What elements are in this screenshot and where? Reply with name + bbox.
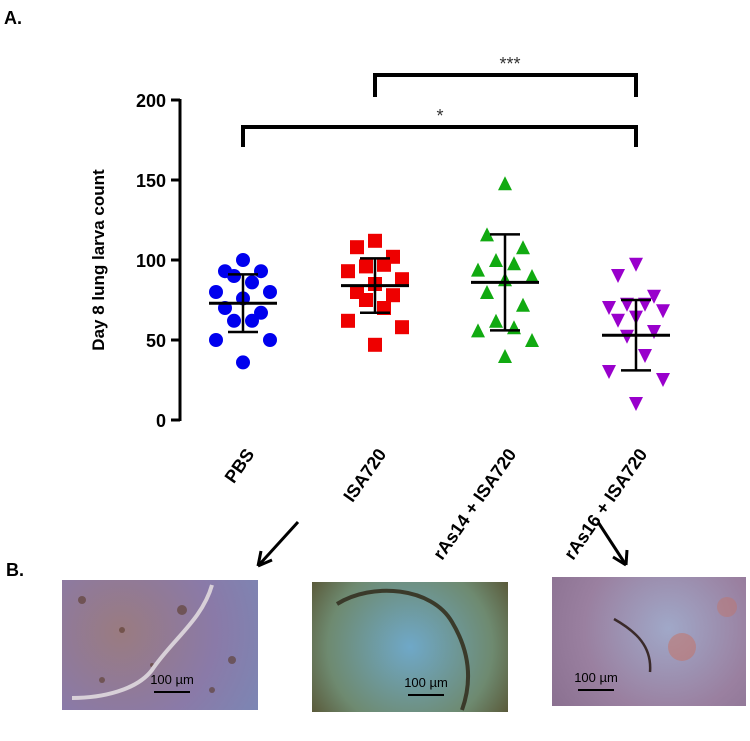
y-tick-label: 200: [136, 91, 166, 111]
arrowhead: [612, 549, 629, 567]
scale-bar-label: 100 µm: [150, 672, 194, 687]
data-point: [647, 289, 661, 304]
data-point: [236, 355, 250, 370]
data-point: [377, 257, 391, 272]
data-point: [656, 373, 670, 387]
data-point: [656, 304, 670, 319]
x-tick-label: ISA720: [339, 445, 390, 506]
data-point: [602, 365, 616, 379]
micrograph: 100 µm: [552, 577, 746, 706]
data-point: [638, 349, 652, 363]
panel-label: A.: [4, 8, 22, 28]
x-tick-label: PBS: [221, 445, 259, 487]
data-point: [611, 269, 625, 283]
data-point: [209, 333, 223, 347]
significance-bracket: [241, 125, 638, 147]
data-point: [638, 297, 652, 312]
panel-label: B.: [6, 560, 24, 580]
data-point: [507, 320, 521, 335]
data-point: [236, 253, 250, 267]
data-point: [611, 313, 625, 328]
data-point: [227, 313, 241, 328]
significance-label: *: [436, 106, 443, 126]
scale-bar-label: 100 µm: [404, 675, 448, 690]
data-point: [647, 325, 661, 339]
data-point: [359, 293, 373, 307]
data-point: [489, 253, 503, 267]
arrow: [596, 521, 628, 566]
data-point: [629, 397, 643, 411]
data-point: [254, 264, 268, 279]
micrograph-drawing: 100 µm: [574, 597, 737, 691]
data-point: [516, 297, 530, 312]
arrowhead: [256, 550, 273, 568]
data-point: [341, 264, 355, 279]
data-point: [498, 349, 512, 363]
data-point: [525, 269, 539, 283]
data-point: [395, 320, 409, 335]
data-point: [377, 301, 391, 315]
data-point: [620, 297, 634, 312]
micrograph: 100 µm: [62, 580, 258, 710]
micrograph-drawing: 100 µm: [71, 584, 236, 700]
y-tick-label: 50: [146, 331, 166, 351]
significance-bracket: [373, 73, 638, 97]
data-point: [507, 256, 521, 271]
data-point: [368, 337, 382, 352]
data-point: [341, 313, 355, 328]
y-axis-label: Day 8 lung larva count: [89, 169, 108, 351]
data-point: [516, 240, 530, 255]
data-point: [368, 233, 382, 248]
data-point: [350, 240, 364, 255]
data-point: [386, 288, 400, 303]
data-point: [620, 329, 634, 344]
x-tick-label: rAs14 + ISA720: [429, 445, 520, 563]
micrograph: 100 µm: [312, 582, 508, 712]
data-point: [263, 285, 277, 299]
data-point: [480, 227, 494, 242]
data-point: [498, 176, 512, 191]
data-point: [629, 257, 643, 272]
data-point: [245, 275, 259, 290]
y-tick-label: 100: [136, 251, 166, 271]
data-point: [395, 272, 409, 287]
data-point: [525, 333, 539, 347]
x-tick-label: rAs16 + ISA720: [560, 445, 651, 563]
significance-label: ***: [499, 54, 520, 74]
data-point: [254, 305, 268, 320]
scale-bar-label: 100 µm: [574, 670, 618, 685]
data-point: [602, 301, 616, 315]
data-point: [471, 262, 485, 277]
data-point: [245, 313, 259, 328]
data-point: [263, 333, 277, 347]
data-point: [209, 285, 223, 299]
y-tick-label: 150: [136, 171, 166, 191]
data-point: [471, 323, 485, 338]
y-tick-label: 0: [156, 411, 166, 431]
arrow: [256, 520, 300, 568]
data-point: [359, 259, 373, 274]
data-point: [489, 313, 503, 328]
data-point: [227, 269, 241, 283]
micrograph-drawing: 100 µm: [335, 588, 470, 711]
data-point: [480, 285, 494, 299]
